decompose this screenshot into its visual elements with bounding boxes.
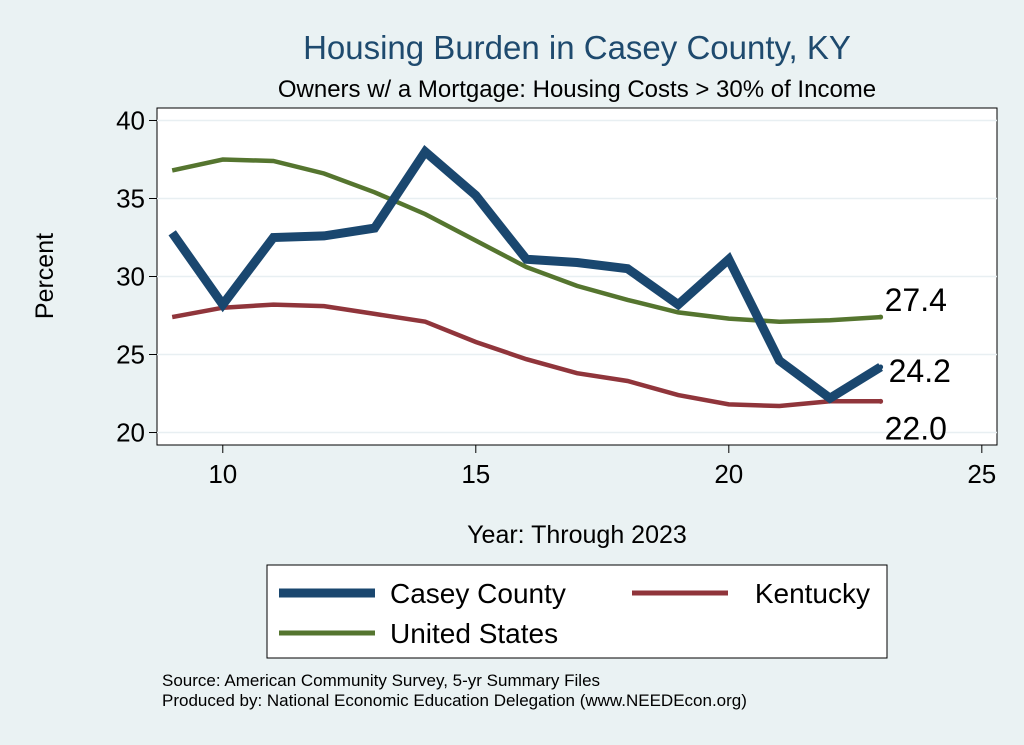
legend-label-united-states: United States <box>390 618 558 649</box>
x-tick-label-10: 10 <box>208 459 237 489</box>
series-layer <box>168 144 884 409</box>
source-note: Source: American Community Survey, 5-yr … <box>162 671 601 690</box>
end-label-kentucky: 22.0 <box>885 410 947 446</box>
x-tick-label-20: 20 <box>714 459 743 489</box>
legend-label-kentucky: Kentucky <box>755 578 870 609</box>
end-label-casey-county: 24.2 <box>889 353 951 389</box>
x-axis-title: Year: Through 2023 <box>467 521 687 549</box>
legend-box <box>266 564 888 659</box>
x-tick-label-15: 15 <box>461 459 490 489</box>
produced-by-note: Produced by: National Economic Education… <box>162 691 747 710</box>
end-point-casey-county <box>878 364 884 370</box>
series-line-kentucky <box>171 302 881 409</box>
grid-layer <box>157 119 997 434</box>
x-tick-label-25: 25 <box>967 459 996 489</box>
end-point-kentucky <box>878 398 884 404</box>
chart-title: Housing Burden in Casey County, KY <box>303 29 851 66</box>
y-axis-title: Percent <box>31 233 59 319</box>
y-tick-label-40: 40 <box>116 105 145 135</box>
axes-layer: 20 25 30 35 40 10 15 20 25 <box>116 105 996 489</box>
end-labels-layer: 24.2 22.0 27.4 <box>885 282 951 446</box>
legend: Casey County Kentucky United States <box>266 564 888 659</box>
end-point-united-states <box>878 314 884 320</box>
chart-subtitle: Owners w/ a Mortgage: Housing Costs > 30… <box>278 76 876 103</box>
legend-label-casey-county: Casey County <box>390 578 566 609</box>
y-tick-label-25: 25 <box>116 340 145 370</box>
y-tick-label-20: 20 <box>116 418 145 448</box>
series-line-casey-county <box>168 144 883 404</box>
end-label-united-states: 27.4 <box>885 282 947 318</box>
y-tick-label-30: 30 <box>116 262 145 292</box>
y-tick-label-35: 35 <box>116 183 145 213</box>
